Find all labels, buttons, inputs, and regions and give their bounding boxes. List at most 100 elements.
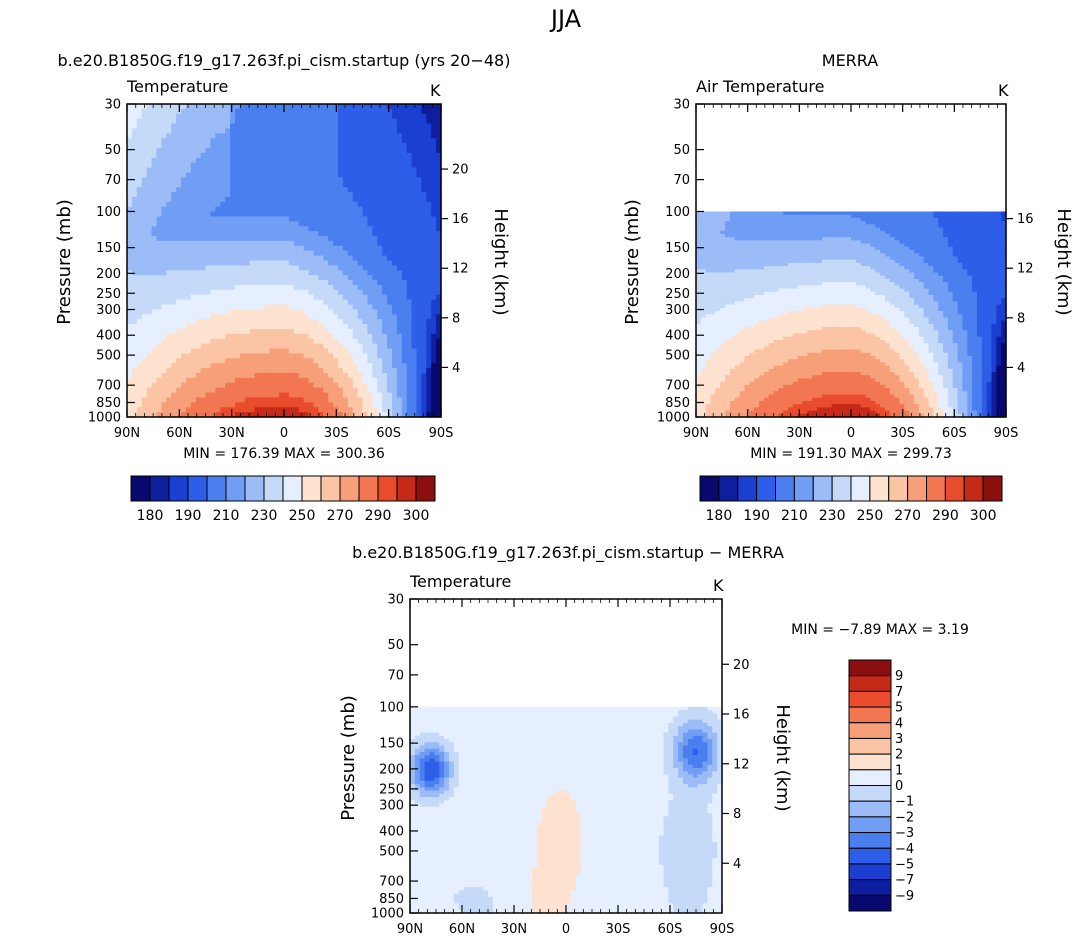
contour-cell [200, 113, 207, 120]
contour-cell [279, 284, 285, 291]
contour-cell [303, 240, 310, 247]
contour-cell [705, 221, 712, 225]
contour-cell [264, 299, 270, 306]
colorbar-swatch [244, 475, 265, 502]
contour-cell [303, 152, 310, 159]
contour-cell [215, 172, 221, 178]
contour-cell [362, 402, 369, 408]
contour-cell [254, 162, 261, 169]
contour-cell [387, 289, 393, 296]
contour-cell [279, 211, 285, 218]
contour-cell [431, 358, 437, 364]
colorbar-swatch [168, 475, 189, 502]
contour-cell [357, 348, 364, 355]
contour-cell [352, 358, 359, 364]
contour-cell [136, 152, 143, 159]
contour-cell [239, 309, 246, 315]
contour-cell [254, 377, 261, 384]
contour-cell [821, 233, 828, 238]
contour-cell [195, 143, 202, 149]
contour-cell [313, 353, 319, 359]
contour-cell [923, 221, 930, 225]
contour-cell [431, 314, 437, 320]
contour-cell [416, 368, 422, 374]
contour-cell [195, 177, 202, 183]
contour-cell [411, 304, 418, 311]
contour-cell [952, 230, 959, 235]
contour-cell [264, 275, 270, 281]
contour-cell [225, 108, 231, 115]
contour-cell [127, 231, 133, 237]
contour-cell [416, 382, 422, 389]
contour-cell [372, 382, 378, 389]
contour-cell [431, 304, 437, 311]
contour-cell [720, 233, 726, 238]
contour-cell [161, 226, 167, 232]
contour-cell [171, 245, 177, 252]
contour-cell [372, 372, 378, 379]
contour-cell [288, 319, 295, 325]
contour-cell [288, 387, 295, 394]
contour-cell [323, 265, 329, 271]
contour-cell [342, 309, 349, 315]
contour-cell [396, 265, 403, 271]
contour-cell [431, 387, 437, 394]
contour-cell [333, 280, 339, 286]
contour-cell [426, 128, 432, 134]
contour-cell [436, 182, 442, 188]
contour-cell [225, 167, 231, 174]
contour-cell [171, 133, 177, 139]
contour-cell [244, 133, 251, 139]
contour-cell [156, 123, 162, 130]
contour-cell [768, 233, 775, 238]
contour-cell [431, 319, 437, 325]
contour-cell [284, 187, 290, 193]
contour-cell [136, 294, 143, 301]
contour-cell [254, 172, 261, 178]
contour-cell [274, 143, 280, 149]
contour-cell [347, 309, 354, 315]
contour-cell [377, 402, 383, 408]
contour-cell [401, 289, 408, 296]
contour-cell [254, 108, 261, 115]
contour-cell [411, 372, 418, 379]
contour-cell [313, 138, 319, 144]
contour-cell [308, 182, 315, 188]
contour-cell [279, 387, 285, 394]
contour-cell [210, 289, 216, 296]
contour-cell [333, 260, 339, 266]
contour-cell [254, 319, 261, 325]
contour-cell [933, 233, 939, 238]
contour-cell [190, 284, 197, 291]
contour-cell [185, 358, 192, 364]
contour-cell [337, 206, 344, 213]
contour-cell [269, 240, 275, 247]
contour-cell [230, 226, 236, 232]
contour-cell [357, 338, 364, 345]
contour-cell [180, 377, 187, 384]
contour-cell [205, 265, 212, 271]
contour-cell [710, 214, 716, 219]
contour-cell [996, 240, 1002, 245]
contour-cell [146, 392, 153, 399]
contour-cell [802, 217, 808, 222]
contour-cell [773, 214, 779, 219]
contour-cell [279, 407, 285, 413]
contour-cell [171, 211, 177, 218]
contour-cell [298, 289, 305, 296]
contour-cell [176, 182, 182, 188]
contour-cell [411, 231, 418, 237]
contour-cell [972, 227, 978, 232]
contour-cell [396, 387, 403, 394]
y-axis-label: Pressure (mb) [54, 199, 75, 325]
contour-cell [284, 299, 290, 306]
contour-cell [323, 113, 329, 120]
contour-cell [215, 157, 221, 164]
contour-cell [215, 309, 221, 315]
contour-cell [396, 372, 403, 379]
contour-cell [156, 240, 162, 247]
contour-cell [284, 240, 290, 247]
contour-cell [909, 217, 915, 222]
contour-cell [337, 255, 344, 262]
contour-cell [298, 221, 305, 227]
